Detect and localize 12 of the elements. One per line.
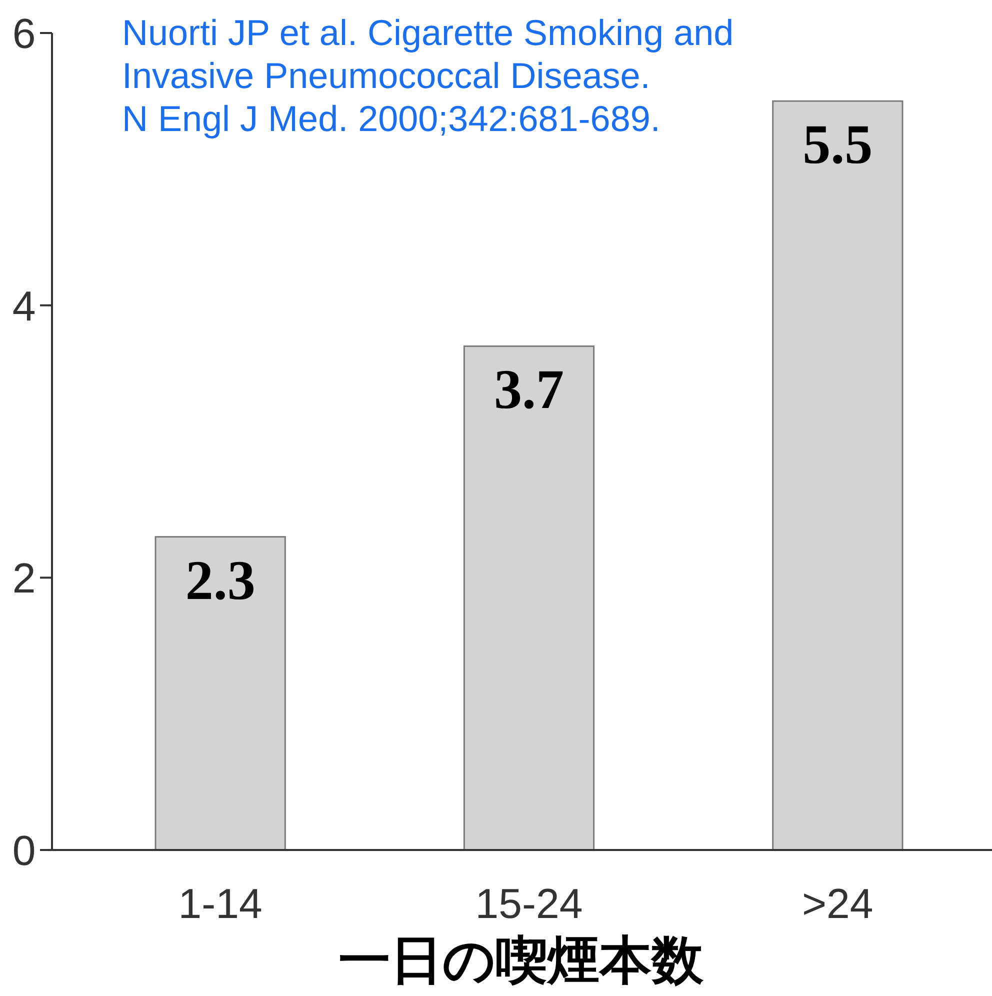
data-label: 2.3 <box>185 550 256 612</box>
y-tick-label: 4 <box>12 282 36 330</box>
x-axis-title: 一日の喫煙本数 <box>338 931 704 991</box>
data-label: 5.5 <box>802 114 873 176</box>
y-tick-label: 2 <box>12 554 36 602</box>
y-tick-label: 0 <box>12 827 36 874</box>
x-tick-label: >24 <box>802 880 874 927</box>
annotation: Nuorti JP et al. Cigarette Smoking and Invasive Pneumococcal Disease. N Engl J Med. 2000;342:681-689. <box>122 12 734 139</box>
x-tick-label: 15-24 <box>475 880 583 927</box>
data-label: 3.7 <box>494 359 564 422</box>
x-tick-label: 1-14 <box>178 880 262 927</box>
y-tick-label: 6 <box>12 10 36 57</box>
